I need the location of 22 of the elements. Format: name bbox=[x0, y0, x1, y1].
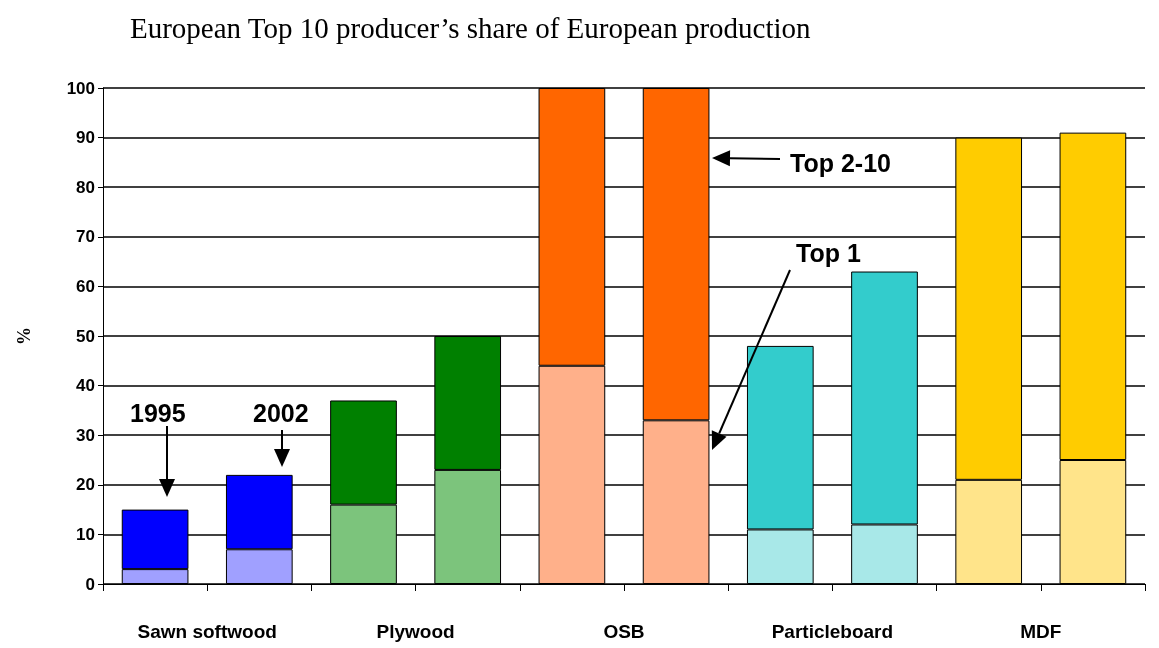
y-tick-label: 80 bbox=[76, 177, 95, 197]
y-tick-label: 60 bbox=[76, 276, 95, 296]
y-tick-label: 20 bbox=[76, 475, 95, 495]
annotation: Top 2-10 bbox=[790, 148, 891, 177]
annotation: 1995 bbox=[130, 398, 186, 427]
chart-title: European Top 10 producer’s share of European production bbox=[130, 11, 812, 44]
y-tick-label: 30 bbox=[76, 425, 95, 445]
x-tick-label: Particleboard bbox=[771, 621, 894, 642]
x-tick-label: Plywood bbox=[376, 621, 455, 642]
annotation: Top 1 bbox=[796, 238, 861, 267]
x-tick-label: Sawn softwood bbox=[137, 621, 277, 642]
y-tick-label: 50 bbox=[76, 326, 95, 346]
y-axis-title: % bbox=[14, 327, 34, 345]
annotation: 2002 bbox=[253, 398, 309, 427]
y-tick-label: 100 bbox=[66, 78, 95, 98]
y-tick-label: 70 bbox=[76, 227, 95, 247]
y-tick-label: 90 bbox=[76, 128, 95, 148]
x-tick-label: OSB bbox=[603, 621, 645, 642]
y-tick-label: 0 bbox=[85, 574, 95, 594]
x-tick-label: MDF bbox=[1020, 621, 1062, 642]
y-tick-label: 10 bbox=[76, 524, 95, 544]
y-tick-label: 40 bbox=[76, 376, 95, 396]
